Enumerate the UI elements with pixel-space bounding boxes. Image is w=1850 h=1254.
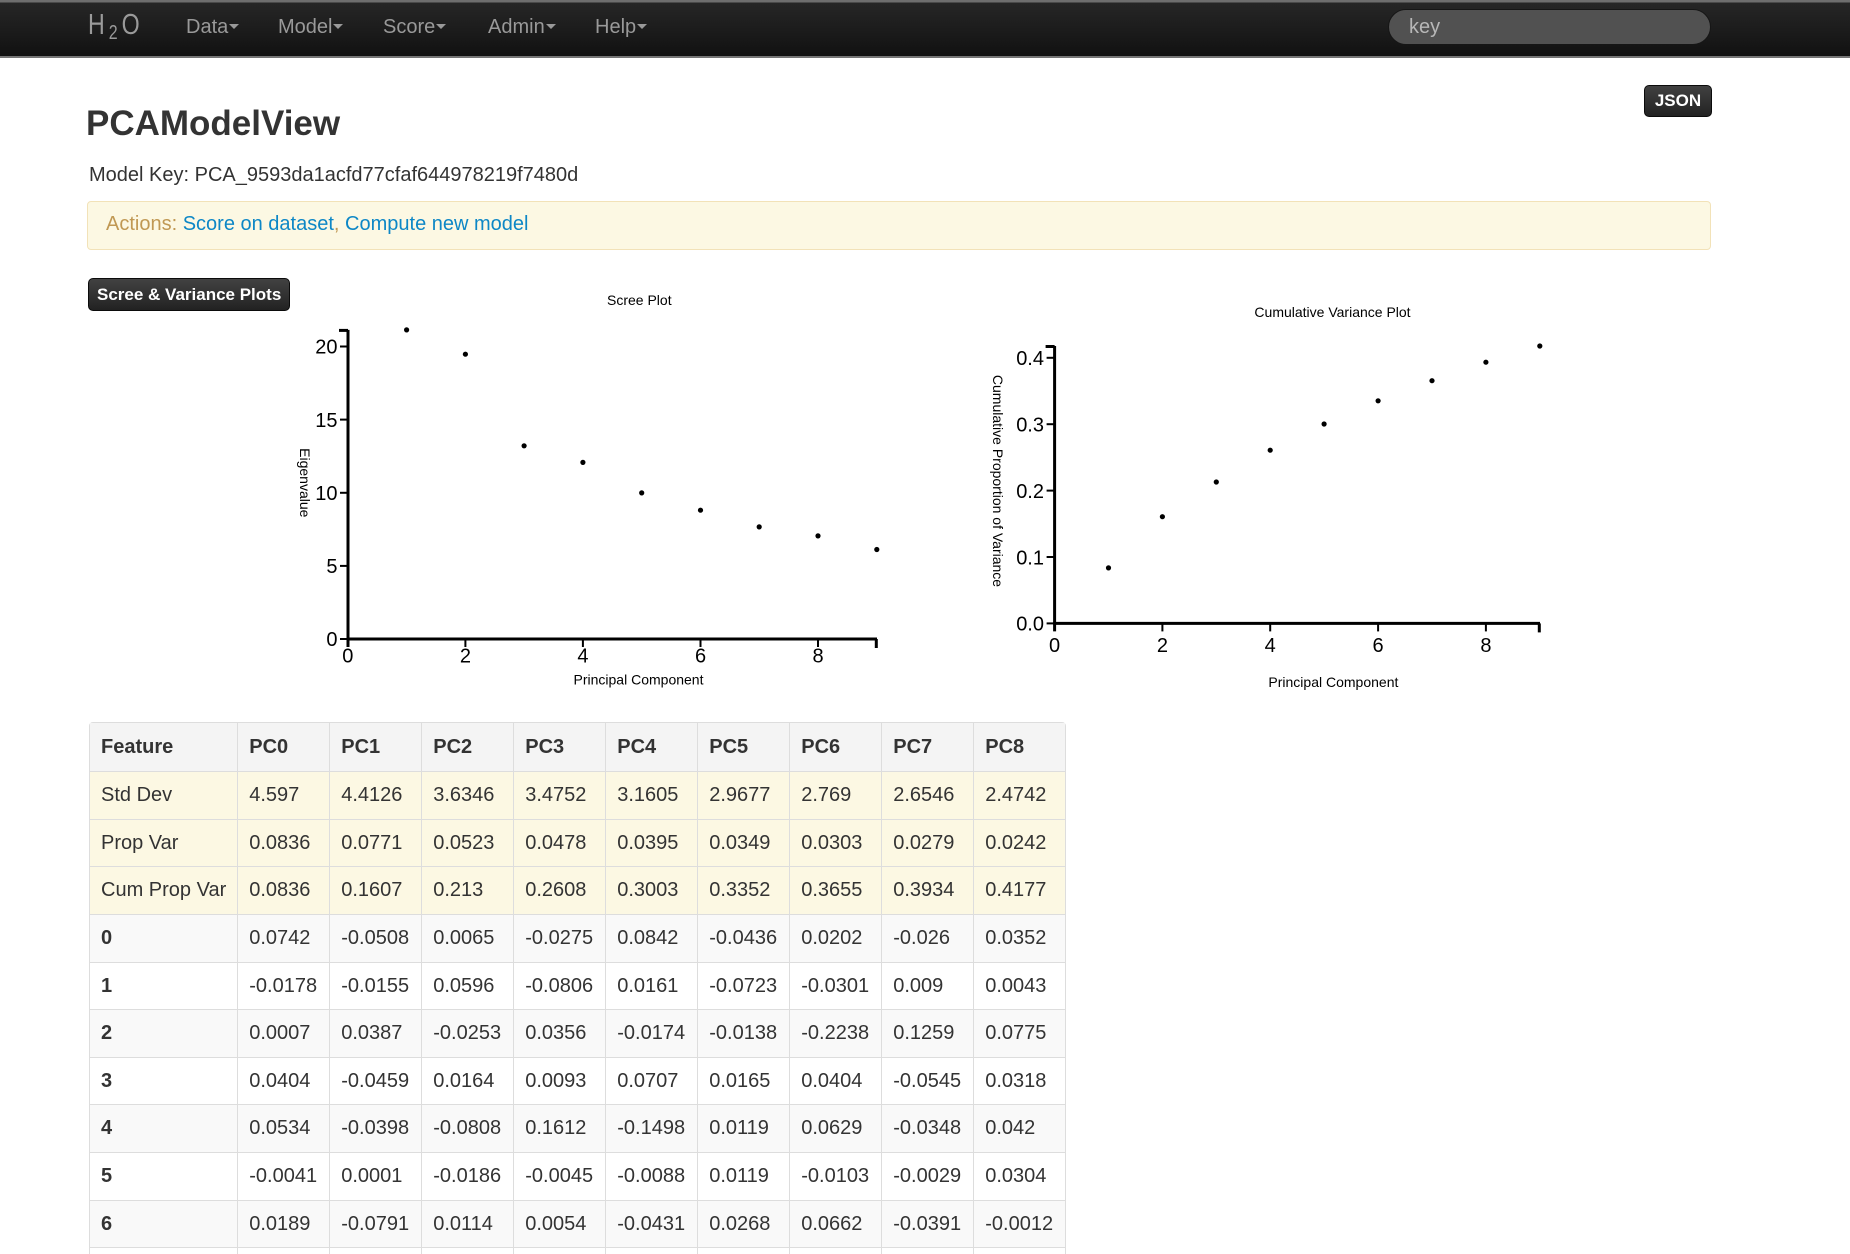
svg-text:6: 6	[695, 646, 706, 668]
svg-text:2: 2	[1157, 635, 1168, 657]
svg-text:0: 0	[342, 646, 353, 668]
svg-text:10: 10	[315, 483, 337, 505]
svg-text:0.3: 0.3	[1016, 415, 1044, 437]
svg-text:Cumulative Variance Plot: Cumulative Variance Plot	[1254, 304, 1410, 320]
svg-text:15: 15	[315, 410, 337, 432]
svg-text:6: 6	[1373, 635, 1384, 657]
svg-text:0.0: 0.0	[1016, 614, 1044, 636]
svg-text:Principal Component: Principal Component	[574, 672, 704, 688]
svg-text:2: 2	[460, 646, 471, 668]
svg-text:8: 8	[1480, 635, 1491, 657]
svg-text:0: 0	[326, 629, 337, 651]
svg-text:0: 0	[1049, 635, 1060, 657]
svg-text:Principal Component: Principal Component	[1268, 674, 1398, 690]
svg-text:Eigenvalue: Eigenvalue	[297, 448, 313, 517]
svg-text:4: 4	[1265, 635, 1276, 657]
svg-text:5: 5	[326, 556, 337, 578]
svg-text:20: 20	[315, 337, 337, 359]
svg-text:Cumulative Proportion of Varia: Cumulative Proportion of Variance	[990, 375, 1006, 587]
svg-text:4: 4	[577, 646, 588, 668]
svg-text:0.2: 0.2	[1016, 481, 1044, 503]
svg-text:0.4: 0.4	[1016, 348, 1044, 370]
svg-text:8: 8	[812, 646, 823, 668]
svg-text:0.1: 0.1	[1016, 547, 1044, 569]
svg-text:Scree Plot: Scree Plot	[607, 292, 672, 308]
